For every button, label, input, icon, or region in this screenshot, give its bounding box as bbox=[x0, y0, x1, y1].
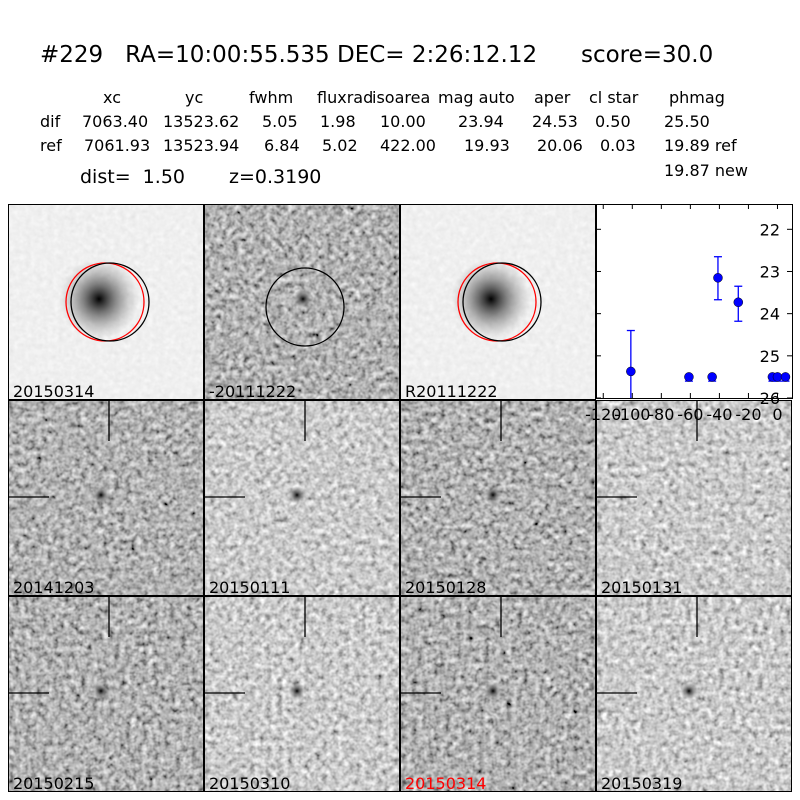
candidate-title: #229 RA=10:00:55.535 DEC= 2:26:12.12 sco… bbox=[40, 42, 714, 68]
image-stamp: 20150131 bbox=[596, 400, 792, 596]
stamp-date-label: R20111222 bbox=[405, 382, 498, 400]
data-point bbox=[707, 372, 717, 382]
stamp-date-label: 20150131 bbox=[601, 578, 683, 596]
data-point bbox=[733, 297, 744, 308]
data-point bbox=[684, 372, 694, 382]
y-tick-label: 22 bbox=[760, 220, 780, 239]
image-stamp: -20111222 bbox=[204, 204, 400, 400]
image-stamp: 20150319 bbox=[596, 596, 792, 792]
image-stamp: R20111222 bbox=[400, 204, 596, 400]
stamp-date-label: 20141203 bbox=[13, 578, 95, 596]
table-cell: 5.05 bbox=[262, 112, 298, 131]
y-tick-label: 25 bbox=[760, 347, 780, 366]
table-cell: 1.98 bbox=[320, 112, 356, 131]
image-stamp: 20141203 bbox=[8, 400, 204, 596]
table-cell: 5.02 bbox=[322, 136, 358, 155]
table-cell: 10.00 bbox=[380, 112, 426, 131]
stamp-date-label: 20150319 bbox=[601, 774, 683, 792]
table-cell: 7063.40 bbox=[82, 112, 149, 131]
data-point bbox=[780, 372, 791, 382]
dist-value: dist= 1.50 bbox=[80, 166, 185, 188]
x-tick-label: -40 bbox=[706, 405, 732, 424]
table-cell: 23.94 bbox=[458, 112, 504, 131]
data-point bbox=[772, 372, 783, 382]
stamp-date-label: 20150111 bbox=[209, 578, 291, 596]
y-tick-label: 24 bbox=[760, 305, 780, 324]
x-tick-label: -120 bbox=[585, 405, 621, 424]
table-cell: 13523.62 bbox=[163, 112, 240, 131]
table-cell: 20.06 bbox=[537, 136, 583, 155]
plot-frame bbox=[596, 204, 793, 399]
y-tick-label: 23 bbox=[760, 262, 780, 281]
x-tick-label: -20 bbox=[735, 405, 761, 424]
data-point bbox=[713, 273, 723, 283]
x-tick-label: 0 bbox=[772, 405, 782, 424]
image-stamp: 20150310 bbox=[204, 596, 400, 792]
column-header: fluxrad bbox=[317, 88, 374, 107]
table-cell: 19.89 ref bbox=[664, 136, 737, 155]
table-cell: 24.53 bbox=[532, 112, 578, 131]
light-curve-chart: 22 23 24 25 26 -120-100-80 -60 -40 -20 0 bbox=[585, 204, 793, 424]
y-tick-label: 26 bbox=[760, 389, 780, 408]
image-stamp: 20150215 bbox=[8, 596, 204, 792]
table-cell: 13523.94 bbox=[163, 136, 240, 155]
column-header: phmag bbox=[669, 88, 725, 107]
column-header: aper bbox=[534, 88, 571, 107]
stamp-date-label: 20150128 bbox=[405, 578, 487, 596]
stamp-date-label: 20150310 bbox=[209, 774, 291, 792]
image-stamp: 20150314 bbox=[400, 596, 596, 792]
redshift-value: z=0.3190 bbox=[229, 166, 322, 188]
image-stamp: 20150128 bbox=[400, 400, 596, 596]
column-header: xc bbox=[103, 88, 121, 107]
table-cell: 422.00 bbox=[380, 136, 436, 155]
table-cell: 0.50 bbox=[595, 112, 631, 131]
table-cell: 7061.93 bbox=[84, 136, 151, 155]
data-point bbox=[626, 366, 636, 377]
column-header: cl star bbox=[589, 88, 639, 107]
table-cell: 6.84 bbox=[264, 136, 300, 155]
row-label: dif bbox=[40, 112, 61, 131]
row-label: ref bbox=[40, 136, 62, 155]
column-header: yc bbox=[185, 88, 204, 107]
column-header: mag auto bbox=[438, 88, 515, 107]
column-header: isoarea bbox=[372, 88, 431, 107]
stamp-date-label: -20111222 bbox=[209, 382, 297, 400]
table-cell: 19.93 bbox=[464, 136, 510, 155]
table-cell: 0.03 bbox=[600, 136, 636, 155]
x-tick-label: -100 bbox=[614, 405, 650, 424]
phmag-new: 19.87 new bbox=[664, 161, 748, 180]
image-stamp: 20150314 bbox=[8, 204, 204, 400]
image-stamp: 20150111 bbox=[204, 400, 400, 596]
x-tick-label: -80 bbox=[648, 405, 674, 424]
x-tick-label: -60 bbox=[677, 405, 703, 424]
stamp-date-label: 20150314 bbox=[13, 382, 95, 400]
stamp-date-label: 20150215 bbox=[13, 774, 95, 792]
stamp-date-label: 20150314 bbox=[405, 774, 487, 792]
table-cell: 25.50 bbox=[664, 112, 710, 131]
column-header: fwhm bbox=[249, 88, 294, 107]
